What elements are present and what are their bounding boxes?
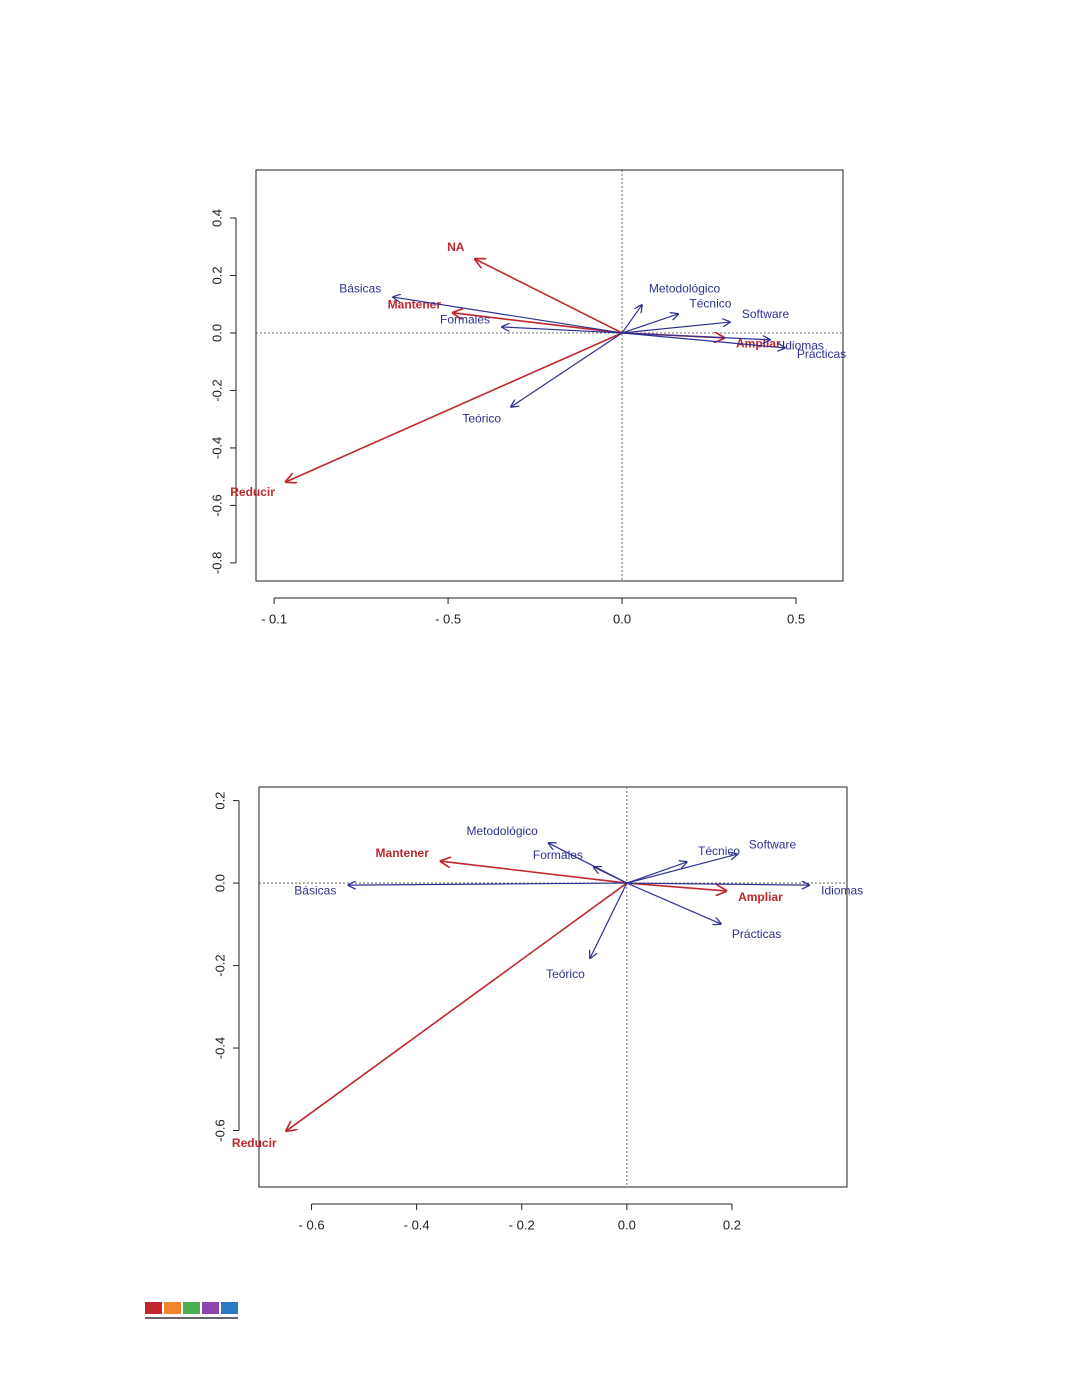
y-tick-label: -0.2 xyxy=(212,954,227,976)
vector-label: Mantener xyxy=(376,846,430,860)
y-tick-label: 0.0 xyxy=(209,324,224,342)
y-tick-label: 0.2 xyxy=(209,266,224,284)
vector-label: Básicas xyxy=(294,883,336,897)
vector-arrow xyxy=(626,882,721,924)
x-tick-label: - 0.2 xyxy=(509,1217,535,1232)
vector-label: Software xyxy=(742,307,790,321)
vector-label: Teórico xyxy=(546,967,585,981)
vector-arrow xyxy=(441,861,627,884)
x-tick-label: 0.2 xyxy=(723,1217,741,1232)
vector-arrow xyxy=(626,862,687,884)
y-tick-label: -0.8 xyxy=(209,552,224,574)
vector-arrow xyxy=(594,867,628,884)
vector-label: Técnico xyxy=(698,844,740,858)
vector-label: Software xyxy=(749,837,797,851)
vector-arrow xyxy=(626,854,737,884)
chart: - 0.1 - 0.5 0.0 0.5 -0.8 -0.6 -0.4 -0.2 0.0 0.2 0.… xyxy=(209,169,846,626)
plot-frame xyxy=(255,169,844,582)
y-tick-label: -0.6 xyxy=(209,494,224,516)
vector-label: Metodológico xyxy=(466,824,538,838)
y-tick-label: -0.2 xyxy=(209,379,224,401)
vector-arrow xyxy=(393,297,623,334)
vector-arrow xyxy=(502,327,623,334)
vector-label: Formales xyxy=(533,848,583,862)
x-tick-label: 0.5 xyxy=(787,611,805,626)
y-tick-label: 0.0 xyxy=(212,874,227,892)
vector-arrow xyxy=(626,882,726,891)
vector-arrow xyxy=(348,883,627,885)
vector-label: Prácticas xyxy=(732,927,781,941)
vector-arrow xyxy=(453,313,623,334)
x-tick-label: - 0.4 xyxy=(404,1217,430,1232)
y-tick-label: -0.4 xyxy=(209,437,224,459)
vector-label: NA xyxy=(447,240,465,254)
x-tick-label: 0.0 xyxy=(613,611,631,626)
vector-label: Metodológico xyxy=(649,281,721,295)
vector-label: Mantener xyxy=(388,298,442,312)
vector-arrow xyxy=(511,332,623,407)
y-tick-label: 0.4 xyxy=(209,209,224,227)
x-tick-label: 0.0 xyxy=(618,1217,636,1232)
vector-label: Ampliar xyxy=(738,890,783,904)
vector-arrow xyxy=(286,332,623,482)
x-tick-label: - 0.5 xyxy=(435,611,461,626)
chart: - 0.6 - 0.4 - 0.2 0.0 0.2 -0.6 -0.4 -0.2 0.0 0.2 M… xyxy=(212,786,863,1232)
vector-label: Prácticas xyxy=(797,347,846,361)
vector-arrow xyxy=(621,305,642,334)
vector-arrow xyxy=(621,322,730,334)
y-tick-label: 0.2 xyxy=(212,792,227,810)
vector-label: Técnico xyxy=(689,296,731,310)
vector-arrow xyxy=(621,332,785,348)
vector-label: Básicas xyxy=(339,281,381,295)
y-tick-label: -0.4 xyxy=(212,1037,227,1059)
vector-label: Reducir xyxy=(230,485,275,499)
y-tick-label: -0.6 xyxy=(212,1119,227,1141)
vector-arrow xyxy=(622,332,770,340)
vector-label: Teórico xyxy=(462,412,501,426)
vector-label: Formales xyxy=(440,312,490,326)
vector-arrow xyxy=(475,259,623,334)
vector-label: Idiomas xyxy=(782,339,824,353)
vector-label: Idiomas xyxy=(821,883,863,897)
x-tick-label: - 0.6 xyxy=(299,1217,325,1232)
vector-arrow xyxy=(621,314,678,334)
vector-arrow xyxy=(626,883,809,885)
vector-arrow xyxy=(590,882,628,958)
x-tick-label: - 0.1 xyxy=(261,611,287,626)
vector-label: Reducir xyxy=(232,1136,277,1150)
vector-arrow xyxy=(286,882,628,1131)
plot-frame xyxy=(258,786,848,1188)
footer-bar xyxy=(145,1302,238,1319)
